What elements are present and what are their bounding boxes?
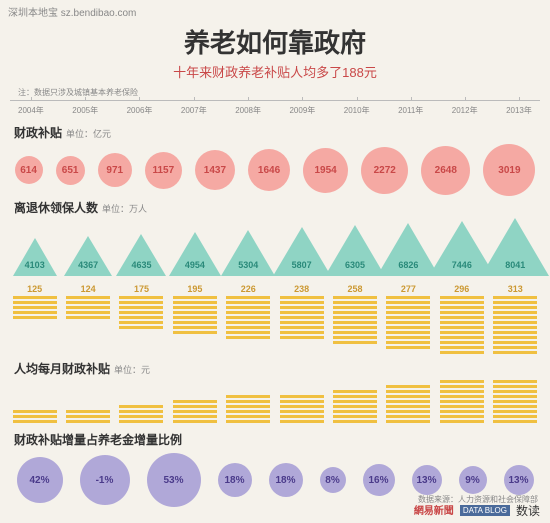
percapita-bar: 258 <box>331 284 379 346</box>
retiree-triangle: 6305 <box>329 225 382 276</box>
retiree-triangle: 4367 <box>62 236 115 276</box>
ratio-circle: 42% <box>17 457 63 503</box>
row3-unit: 单位：元 <box>114 363 150 376</box>
year-label: 2011年 <box>398 101 423 116</box>
percapita-bar-b <box>331 390 379 425</box>
year-label: 2006年 <box>127 101 153 116</box>
year-label: 2007年 <box>181 101 207 116</box>
year-label: 2004年 <box>18 101 44 116</box>
percapita-bar-b <box>438 380 486 425</box>
subsidy-circle: 1646 <box>248 149 290 191</box>
row2-chart: 4103436746354954530458076305682674468041 <box>0 218 550 276</box>
row4-label: 财政补贴增量占养老金增量比例 <box>14 431 550 448</box>
percapita-bar-b <box>224 395 272 425</box>
percapita-bar: 125 <box>11 284 59 321</box>
percapita-bar-b <box>171 400 219 425</box>
ratio-circle: 16% <box>363 464 395 496</box>
row2-unit: 单位：万人 <box>102 202 147 215</box>
subsidy-circle: 2648 <box>421 146 470 195</box>
row1-unit: 单位：亿元 <box>66 127 111 140</box>
retiree-triangle: 5304 <box>222 230 275 276</box>
footer: 網易新聞 DATA BLOG 数读 <box>414 501 540 519</box>
year-label: 2010年 <box>344 101 370 116</box>
ratio-circle: 18% <box>269 463 303 497</box>
year-label: 2012年 <box>452 101 478 116</box>
row1-chart: 614 651 971 1157 1437 1646 1954 2272 2648 3019 <box>0 143 550 197</box>
subsidy-circle: 1954 <box>303 148 348 193</box>
logo-datablog: DATA BLOG <box>460 505 510 516</box>
percapita-bar: 277 <box>384 284 432 351</box>
row3b-chart <box>0 379 550 425</box>
row3-title: 人均每月财政补贴 <box>14 360 110 377</box>
logo-netease: 網易新聞 <box>414 501 454 519</box>
note: 注：数据只涉及城镇基本养老保险 <box>18 87 550 98</box>
subtitle: 十年来财政养老补贴人均多了188元 <box>0 62 550 81</box>
percapita-bar-b <box>491 380 539 425</box>
percapita-bar: 238 <box>278 284 326 341</box>
retiree-triangle: 6826 <box>382 223 435 276</box>
percapita-bar-b <box>64 410 112 425</box>
subsidy-circle: 3019 <box>483 144 535 196</box>
percapita-bar: 195 <box>171 284 219 336</box>
ratio-circle: 13% <box>504 465 534 495</box>
percapita-bar: 175 <box>117 284 165 331</box>
year-label: 2013年 <box>506 101 532 116</box>
row1-label: 财政补贴 单位：亿元 <box>14 124 550 141</box>
percapita-bar-b <box>11 410 59 425</box>
year-timeline: 2004年 2005年 2006年 2007年 2008年 2009年 2010年 2011年… <box>10 100 540 116</box>
main-title: 养老如何靠政府 <box>0 23 550 60</box>
percapita-bar-b <box>117 405 165 425</box>
ratio-circle: 9% <box>459 466 487 494</box>
subsidy-circle: 1157 <box>145 152 182 189</box>
year-label: 2005年 <box>72 101 98 116</box>
logo-dudu: 数读 <box>516 502 540 519</box>
ratio-circle: 8% <box>320 467 346 493</box>
percapita-bar: 124 <box>64 284 112 321</box>
site-header: 深圳本地宝 sz.bendibao.com <box>0 0 550 21</box>
percapita-bar: 313 <box>491 284 539 356</box>
row2-title: 离退休领保人数 <box>14 199 98 216</box>
percapita-bar-b <box>384 385 432 425</box>
row3-label: 人均每月财政补贴 单位：元 <box>14 360 550 377</box>
subsidy-circle: 971 <box>98 153 132 187</box>
row2-label: 离退休领保人数 单位：万人 <box>14 199 550 216</box>
retiree-triangle: 4635 <box>115 234 168 276</box>
row1-title: 财政补贴 <box>14 124 62 141</box>
percapita-bar-b <box>278 395 326 425</box>
percapita-bar: 296 <box>438 284 486 356</box>
retiree-triangle: 5807 <box>275 227 328 276</box>
ratio-circle: -1% <box>80 455 130 505</box>
percapita-bar: 226 <box>224 284 272 341</box>
year-label: 2009年 <box>289 101 315 116</box>
ratio-circle: 13% <box>412 465 442 495</box>
ratio-circle: 18% <box>218 463 252 497</box>
subsidy-circle: 2272 <box>361 147 408 194</box>
retiree-triangle: 8041 <box>489 218 542 276</box>
retiree-triangle: 4103 <box>8 238 61 276</box>
retiree-triangle: 4954 <box>168 232 221 276</box>
subsidy-circle: 651 <box>56 156 85 185</box>
subsidy-circle: 1437 <box>195 150 235 190</box>
row3a-chart: 125124175195226238258277296313 <box>0 284 550 356</box>
subsidy-circle: 614 <box>15 156 43 184</box>
ratio-circle: 53% <box>147 453 201 507</box>
year-label: 2008年 <box>235 101 261 116</box>
row4-title: 财政补贴增量占养老金增量比例 <box>14 431 182 448</box>
